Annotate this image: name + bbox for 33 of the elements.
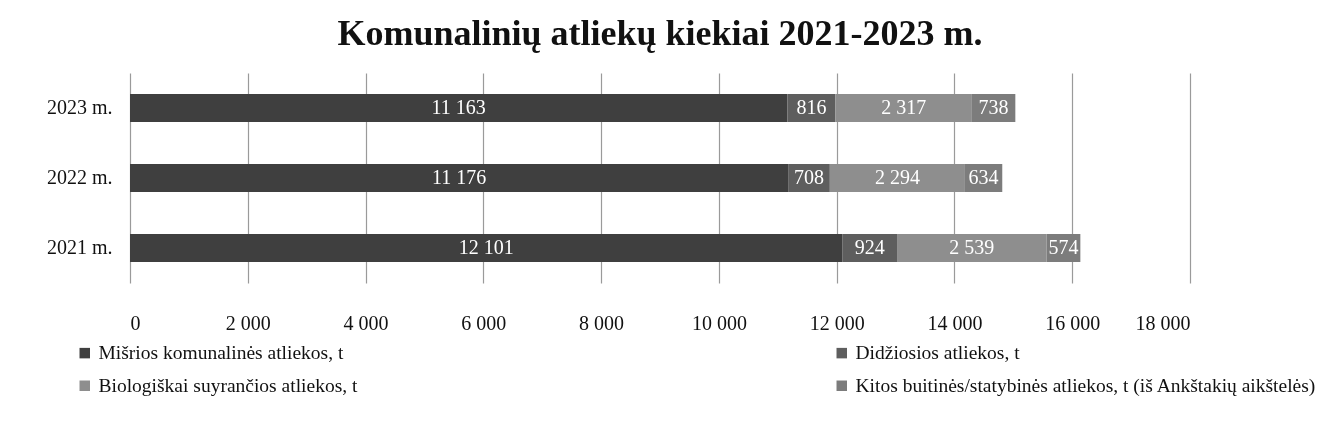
legend-label: Mišrios komunalinės atliekos, t [98,342,344,364]
x-tick-label: 18 000 [1135,311,1191,334]
data-label: 738 [978,96,1009,118]
data-label: 12 101 [458,236,514,258]
y-tick-label: 2022 m. [46,166,113,188]
data-label: 816 [796,96,827,118]
x-tick-label: 10 000 [691,311,747,334]
bar [130,234,843,262]
data-label: 11 176 [431,166,487,188]
x-tick-label: 16 000 [1045,311,1101,334]
legend-label: Kitos buitinės/statybinės atliekos, t (iš Ankštakių aikštelės) [855,374,1316,397]
x-tick-label: 8 000 [579,311,625,334]
data-label: 2 294 [874,166,920,188]
y-tick-label: 2023 m. [46,96,113,118]
data-label: 574 [1048,236,1079,258]
bar [130,164,789,192]
x-tick-label: 4 000 [343,311,389,334]
x-tick-label: 6 000 [461,311,507,334]
x-tick-label: 12 000 [809,311,865,334]
legend-label: Biologiškai suyrančios atliekos, t [98,374,358,396]
legend-label: Didžiosios atliekos, t [855,342,1021,364]
data-label: 924 [854,236,885,258]
bar [130,94,788,122]
data-label: 2 317 [881,96,927,118]
data-label: 708 [793,166,824,188]
x-tick-label: 0 [130,311,141,334]
x-tick-label: 14 000 [927,311,983,334]
data-label: 2 539 [949,236,995,258]
data-label: 11 163 [431,96,486,118]
x-tick-label: 2 000 [225,311,271,334]
data-label: 634 [968,166,999,188]
y-tick-label: 2021 m. [46,236,113,258]
chart-title: Komunalinių atliekų kiekiai 2021-2023 m. [337,13,983,53]
